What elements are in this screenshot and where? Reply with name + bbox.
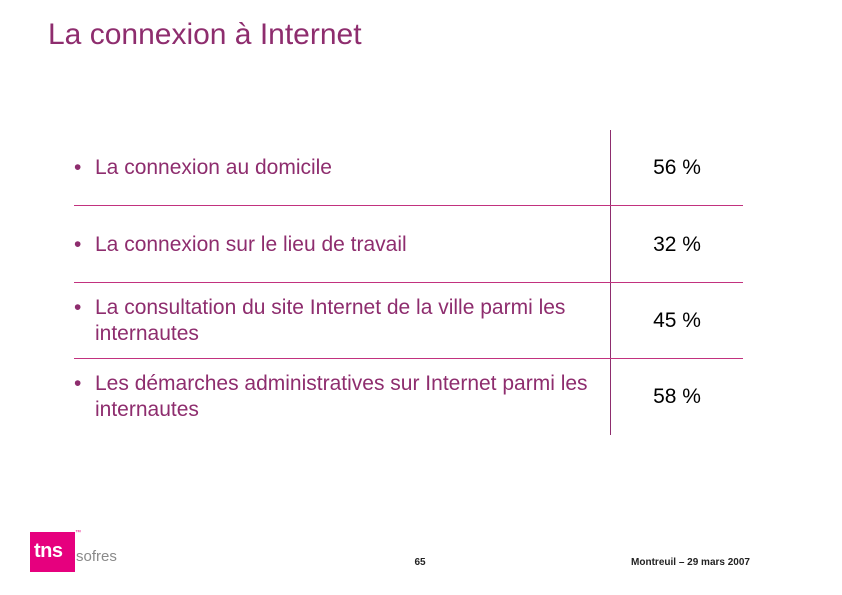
row-value: 32 % (653, 232, 701, 256)
bullet-icon: • (74, 372, 82, 395)
table-row: • La connexion au domicile 56 % (74, 130, 743, 206)
page-number: 65 (414, 557, 426, 568)
row-value: 45 % (653, 308, 701, 332)
row-value: 58 % (653, 385, 701, 408)
row-label-cell: • La connexion au domicile (74, 155, 604, 181)
tns-sofres-logo: tns ™ sofres (28, 530, 138, 575)
table-row: • Les démarches administratives sur Inte… (74, 359, 743, 435)
row-label: La connexion sur le lieu de travail (95, 232, 407, 256)
footer-location-date: Montreuil – 29 mars 2007 (631, 557, 750, 568)
row-label-cell: • Les démarches administratives sur Inte… (74, 371, 604, 423)
logo-trademark: ™ (75, 530, 81, 536)
row-label-cell: • La connexion sur le lieu de travail (74, 232, 604, 258)
row-label-cell: • La consultation du site Internet de la… (74, 295, 604, 347)
bullet-icon: • (74, 155, 82, 179)
logo-brand: tns (34, 540, 63, 562)
table-row: • La connexion sur le lieu de travail 32… (74, 207, 743, 283)
row-label: Les démarches administratives sur Intern… (95, 372, 588, 421)
bullet-icon: • (74, 295, 82, 319)
stats-table: • La connexion au domicile 56 % • La con… (74, 130, 743, 435)
row-label: La consultation du site Internet de la v… (95, 295, 566, 345)
row-value: 56 % (653, 155, 701, 179)
logo-block: tns (30, 532, 75, 572)
table-row: • La consultation du site Internet de la… (74, 283, 743, 359)
logo-sub: sofres (76, 548, 117, 565)
row-label: La connexion au domicile (95, 155, 332, 179)
slide-title: La connexion à Internet (48, 18, 362, 51)
bullet-icon: • (74, 232, 82, 256)
